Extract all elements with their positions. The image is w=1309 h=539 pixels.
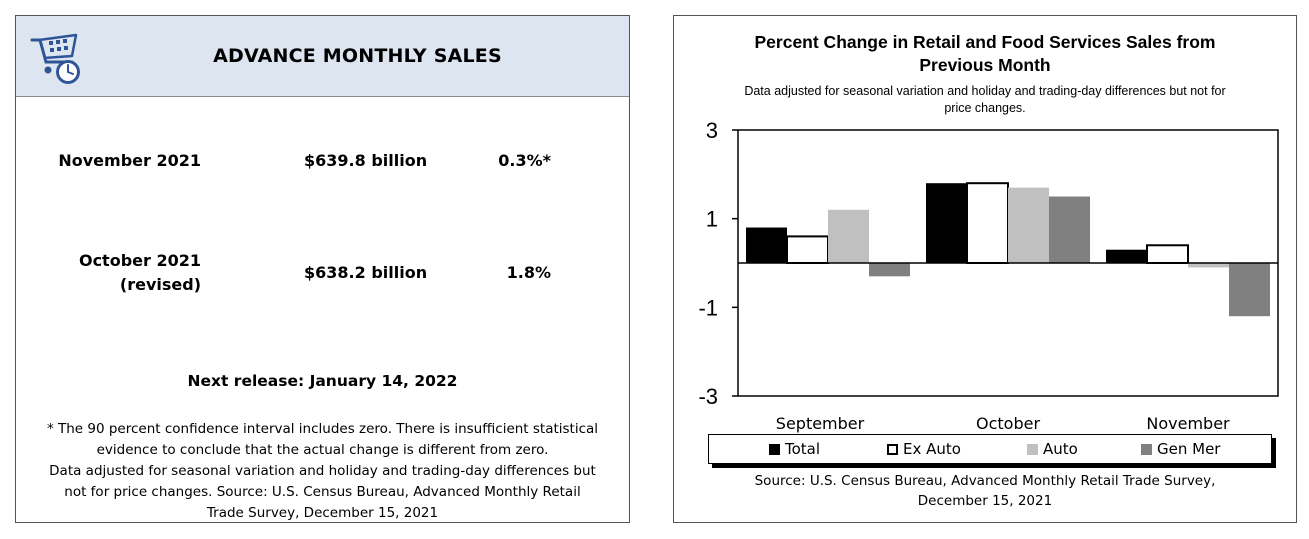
y-tick-label: 1 [706, 207, 718, 232]
bar-gen-mer-september [869, 263, 910, 277]
bar-total-november [1106, 249, 1147, 263]
bar-total-september [746, 227, 787, 263]
chart-subtitle: Data adjusted for seasonal variation and… [744, 84, 1226, 115]
x-tick-label: November [1146, 414, 1230, 433]
row-amount: $638.2 billion [304, 263, 428, 282]
row-month-label: October 2021 (revised) [78, 251, 201, 294]
bar-auto-november [1188, 263, 1229, 268]
bar-chart: 3 1 -1 -3 September October November [698, 118, 1279, 433]
sales-row-november: November 2021 $639.8 billion 0.3%* [16, 149, 629, 173]
bar-ex-auto-october [966, 182, 1009, 264]
advance-monthly-sales-panel: ADVANCE MONTHLY SALES November 2021 $639… [15, 15, 630, 523]
y-tick-label: -3 [698, 384, 718, 409]
row-percent: 0.3%* [498, 151, 551, 170]
panel-header: ADVANCE MONTHLY SALES [16, 16, 629, 97]
bar-auto-october [1008, 187, 1049, 263]
y-tick-label: -1 [698, 295, 718, 320]
legend-item-ex-auto: Ex Auto [887, 440, 961, 458]
shopping-cart-clock-icon [30, 33, 80, 84]
legend-swatch [769, 444, 780, 455]
bar-total-october [926, 183, 967, 263]
bar-ex-auto-september [786, 235, 829, 264]
legend-swatch [1027, 444, 1038, 455]
next-release-date: Next release: January 14, 2022 [187, 372, 458, 390]
row-percent: 1.8% [506, 263, 551, 282]
bar-auto-september [828, 209, 869, 263]
bar-gen-mer-october [1049, 196, 1090, 263]
legend-item-gen-mer: Gen Mer [1141, 440, 1220, 458]
bar-ex-auto-november [1146, 244, 1189, 264]
y-tick-label: 3 [706, 118, 718, 143]
legend-item-total: Total [769, 440, 820, 458]
legend-swatch [887, 444, 898, 455]
sales-row-october: October 2021 (revised) $638.2 billion 1.… [16, 249, 629, 297]
row-month-label: November 2021 [58, 151, 201, 170]
percent-change-chart-panel: Percent Change in Retail and Food Servic… [673, 15, 1297, 523]
chart-title: Percent Change in Retail and Food Servic… [754, 32, 1216, 75]
footnote: * The 90 percent confidence interval inc… [46, 421, 599, 521]
panel-title: ADVANCE MONTHLY SALES [213, 45, 502, 67]
legend-item-auto: Auto [1027, 440, 1078, 458]
chart-source: Source: U.S. Census Bureau, Advanced Mon… [754, 473, 1216, 509]
x-tick-label: October [976, 414, 1040, 433]
legend-swatch [1141, 444, 1152, 455]
bar-gen-mer-november [1229, 263, 1270, 317]
chart-legend: Total Ex Auto Auto Gen Mer [708, 434, 1272, 464]
row-amount: $639.8 billion [304, 151, 428, 170]
x-tick-label: September [776, 414, 865, 433]
